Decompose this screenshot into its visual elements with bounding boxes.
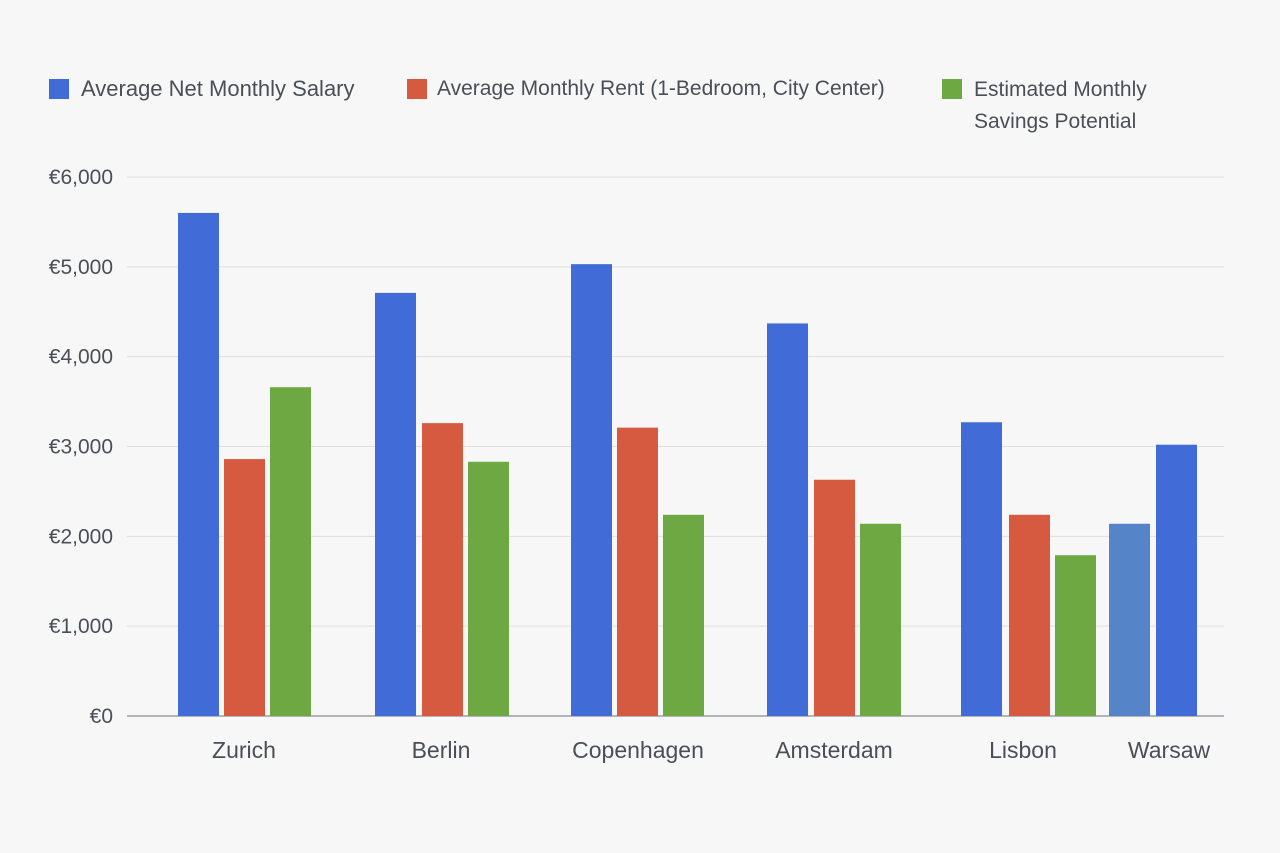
- bar-warsaw-series-3: [1109, 523, 1150, 716]
- bar-copenhagen-series-2: [663, 514, 704, 716]
- legend-label-savings: Estimated Monthly Savings Potential: [974, 78, 1147, 133]
- bar-berlin-series-0: [375, 292, 416, 716]
- bar-lisbon-series-2: [1055, 555, 1096, 716]
- x-tick-label: Lisbon: [989, 737, 1057, 763]
- legend-swatch-savings: [942, 79, 962, 99]
- bar-amsterdam-series-1: [814, 479, 855, 716]
- legend-label-salary: Average Net Monthly Salary: [81, 76, 355, 101]
- x-tick-label: Warsaw: [1128, 737, 1211, 763]
- bar-berlin-series-1: [422, 423, 463, 716]
- bar-amsterdam-series-0: [767, 323, 808, 716]
- y-tick-label: €0: [90, 705, 113, 728]
- bar-warsaw-series-0: [1156, 444, 1197, 716]
- bar-lisbon-series-1: [1009, 514, 1050, 716]
- y-tick-label: €3,000: [49, 436, 113, 459]
- x-tick-label: Berlin: [412, 737, 471, 763]
- bar-lisbon-series-0: [961, 422, 1002, 716]
- x-tick-label: Zurich: [212, 737, 276, 763]
- y-tick-label: €6,000: [49, 166, 113, 189]
- bar-zurich-series-2: [270, 387, 311, 716]
- x-tick-label: Amsterdam: [775, 737, 893, 763]
- bar-copenhagen-series-0: [571, 264, 612, 716]
- bar-zurich-series-1: [224, 459, 265, 716]
- legend-swatch-rent: [407, 79, 427, 99]
- x-tick-label: Copenhagen: [572, 737, 704, 763]
- bar-copenhagen-series-1: [617, 427, 658, 716]
- y-tick-label: €4,000: [49, 346, 113, 369]
- y-tick-label: €2,000: [49, 525, 113, 548]
- y-tick-label: €5,000: [49, 256, 113, 279]
- legend-swatch-salary: [49, 79, 69, 99]
- bar-zurich-series-0: [178, 212, 219, 716]
- bar-berlin-series-2: [468, 461, 509, 716]
- y-tick-label: €1,000: [49, 615, 113, 638]
- bar-amsterdam-series-2: [860, 523, 901, 716]
- legend-label-rent: Average Monthly Rent (1-Bedroom, City Ce…: [437, 77, 885, 100]
